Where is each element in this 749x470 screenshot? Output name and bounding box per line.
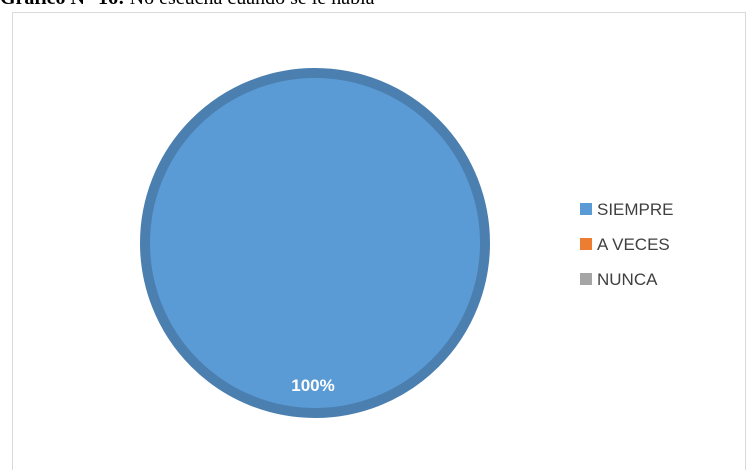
caption-prefix: Gráfico N° 16: [0, 0, 125, 9]
legend-swatch [580, 203, 592, 215]
legend-label: SIEMPRE [597, 200, 674, 219]
legend-label: A VECES [597, 235, 670, 254]
caption-text: No escucha cuando se le habla [125, 0, 375, 9]
pie-slice-siempre [140, 68, 490, 418]
legend-label: NUNCA [597, 270, 658, 289]
data-label: 100% [291, 376, 334, 395]
legend-swatch [580, 238, 592, 250]
figure-caption: Gráfico N° 16: No escucha cuando se le h… [0, 0, 749, 9]
legend-swatch [580, 273, 592, 285]
